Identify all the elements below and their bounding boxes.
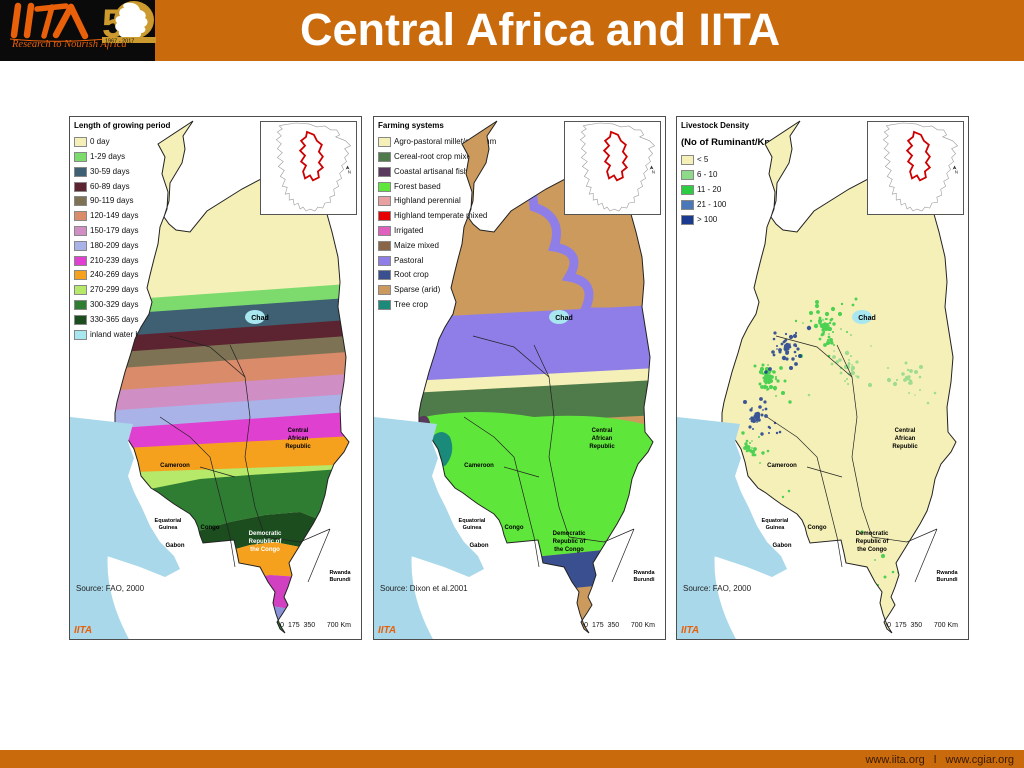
svg-text:the Congo: the Congo	[857, 547, 887, 553]
svg-text:Central: Central	[895, 428, 916, 434]
svg-text:Burundi: Burundi	[329, 577, 351, 583]
svg-text:Central: Central	[592, 428, 613, 434]
svg-text:Congo: Congo	[201, 525, 220, 531]
svg-text:the Congo: the Congo	[250, 547, 280, 553]
svg-text:N: N	[955, 169, 959, 175]
svg-text:the Congo: the Congo	[554, 547, 584, 553]
svg-text:Chad: Chad	[555, 315, 573, 322]
svg-text:Rwanda: Rwanda	[633, 570, 655, 576]
svg-text:African: African	[895, 436, 916, 442]
svg-text:Congo: Congo	[808, 525, 827, 531]
svg-text:Burundi: Burundi	[936, 577, 958, 583]
svg-text:Republic of: Republic of	[249, 539, 283, 545]
svg-text:Chad: Chad	[858, 315, 876, 322]
svg-text:Chad: Chad	[251, 315, 269, 322]
svg-text:Republic: Republic	[285, 444, 311, 450]
svg-text:Cameroon: Cameroon	[464, 463, 494, 469]
svg-text:Democratic: Democratic	[249, 531, 282, 537]
svg-text:1967 - 2017: 1967 - 2017	[105, 39, 134, 45]
svg-text:African: African	[288, 436, 309, 442]
svg-text:and: and	[704, 520, 713, 526]
svg-text:Principe: Principe	[396, 527, 416, 533]
svg-text:Principe: Principe	[699, 527, 719, 533]
svg-text:N: N	[652, 169, 656, 175]
svg-text:Sao Tome: Sao Tome	[394, 513, 419, 519]
svg-text:Rwanda: Rwanda	[936, 570, 958, 576]
svg-text:Republic: Republic	[589, 444, 615, 450]
svg-text:Central: Central	[288, 428, 309, 434]
svg-text:Equatorial: Equatorial	[155, 518, 182, 524]
svg-text:Democratic: Democratic	[856, 531, 889, 537]
svg-text:Cameroon: Cameroon	[767, 463, 797, 469]
svg-text:Equatorial: Equatorial	[762, 518, 789, 524]
svg-text:and: and	[401, 520, 410, 526]
svg-text:Rwanda: Rwanda	[329, 570, 351, 576]
svg-text:Sao Tome: Sao Tome	[697, 513, 722, 519]
svg-text:Republic of: Republic of	[856, 539, 890, 545]
svg-text:Burundi: Burundi	[633, 577, 655, 583]
svg-text:Republic of: Republic of	[553, 539, 587, 545]
svg-text:Gabon: Gabon	[166, 543, 185, 549]
svg-text:N: N	[348, 169, 352, 175]
svg-text:Guinea: Guinea	[159, 525, 179, 531]
svg-text:Republic: Republic	[892, 444, 918, 450]
svg-text:Guinea: Guinea	[463, 525, 483, 531]
svg-text:Gabon: Gabon	[470, 543, 489, 549]
svg-text:Equatorial: Equatorial	[459, 518, 486, 524]
svg-text:Congo: Congo	[505, 525, 524, 531]
svg-text:Gabon: Gabon	[773, 543, 792, 549]
svg-text:Guinea: Guinea	[766, 525, 786, 531]
svg-text:African: African	[592, 436, 613, 442]
svg-text:Democratic: Democratic	[553, 531, 586, 537]
svg-text:Cameroon: Cameroon	[160, 463, 190, 469]
